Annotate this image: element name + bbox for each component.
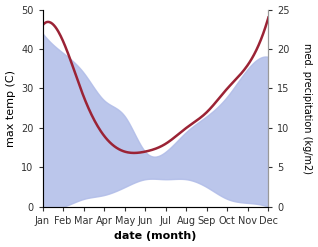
Y-axis label: med. precipitation (kg/m2): med. precipitation (kg/m2) bbox=[302, 43, 313, 174]
Y-axis label: max temp (C): max temp (C) bbox=[5, 70, 16, 147]
X-axis label: date (month): date (month) bbox=[114, 231, 197, 242]
